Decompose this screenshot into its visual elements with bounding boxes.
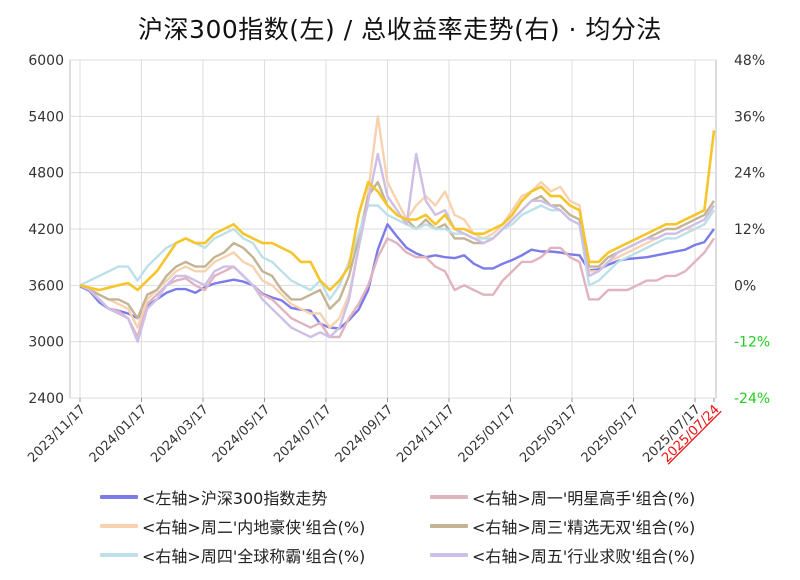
right-tick-label: 12% — [734, 222, 765, 238]
legend-swatch — [430, 495, 468, 499]
legend-swatch — [100, 495, 138, 499]
x-tick-label: 2024/01/17 — [87, 402, 151, 466]
right-tick-label: 24% — [734, 166, 765, 182]
legend-item: <右轴>周四'全球称霸'组合(%) — [100, 543, 430, 567]
legend-label: <右轴>周一'明星高手'组合(%) — [472, 489, 696, 508]
x-tick-label: 2024/11/17 — [394, 402, 458, 466]
legend-label: <左轴>沪深300指数走势 — [142, 489, 328, 508]
chart-title: 沪深300指数(左) / 总收益率走势(右) · 均分法 — [138, 15, 662, 44]
x-tick-label: 2023/11/17 — [25, 402, 89, 466]
x-tick-label: 2024/05/17 — [210, 402, 274, 466]
legend-item: <右轴>周二'内地豪侠'组合(%) — [100, 514, 430, 538]
left-tick-label: 3000 — [28, 335, 64, 351]
x-tick-label: 2025/05/17 — [579, 402, 643, 466]
left-tick-label: 4800 — [28, 166, 64, 182]
series-line — [79, 237, 715, 339]
left-tick-label: 2400 — [28, 391, 64, 407]
left-tick-label: 6000 — [28, 53, 64, 69]
legend-item: <左轴>沪深300指数走势 — [100, 485, 430, 509]
legend-label: <右轴>周二'内地豪侠'组合(%) — [142, 518, 366, 537]
legend-label: <右轴>周三'精选无双'组合(%) — [472, 518, 696, 537]
series-line — [79, 130, 716, 292]
x-tick-label: 2024/09/17 — [333, 402, 397, 466]
legend-label: <右轴>周五'行业求败'组合(%) — [472, 547, 696, 566]
right-tick-label: -12% — [734, 335, 770, 351]
legend-swatch — [100, 553, 138, 557]
right-tick-label: 0% — [734, 278, 756, 294]
x-tick-label: 2025/01/17 — [456, 402, 520, 466]
right-tick-label: 36% — [734, 109, 765, 125]
x-tick-label: 2025/03/17 — [517, 402, 581, 466]
legend-swatch — [100, 524, 138, 528]
left-tick-label: 3600 — [28, 278, 64, 294]
right-tick-label: 48% — [734, 53, 765, 69]
x-tick-label: 2024/03/17 — [148, 402, 212, 466]
legend-swatch — [430, 524, 468, 528]
series-line — [79, 152, 715, 343]
chart-legend: <左轴>沪深300指数走势 <右轴>周一'明星高手'组合(%) <右轴>周二'内地豪… — [100, 485, 740, 567]
x-tick-label: 2024/07/17 — [271, 402, 335, 466]
right-tick-label: -24% — [734, 391, 770, 407]
legend-item: <右轴>周一'明星高手'组合(%) — [430, 485, 740, 509]
legend-item: <右轴>周三'精选无双'组合(%) — [430, 514, 740, 538]
left-tick-label: 4200 — [28, 222, 64, 238]
legend-swatch — [430, 553, 468, 557]
series-line — [79, 223, 715, 330]
legend-label: <右轴>周四'全球称霸'组合(%) — [142, 547, 366, 566]
series-line — [79, 115, 715, 329]
left-tick-label: 5400 — [28, 109, 64, 125]
legend-item: <右轴>周五'行业求败'组合(%) — [430, 543, 740, 567]
